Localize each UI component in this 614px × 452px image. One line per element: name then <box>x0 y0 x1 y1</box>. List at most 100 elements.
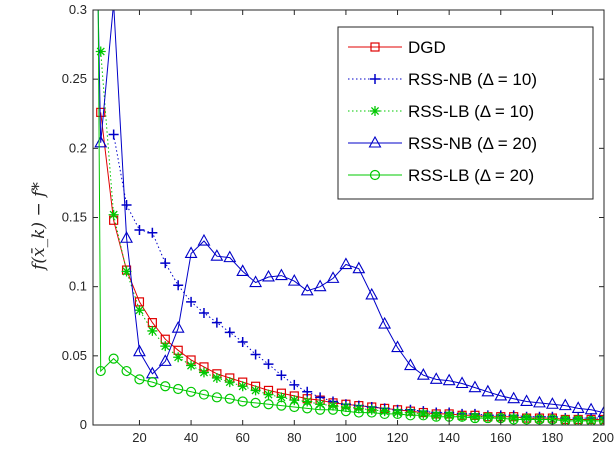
data-point <box>418 408 429 419</box>
data-point <box>173 280 184 291</box>
y-axis-label: f(x̄_k) − f* <box>29 182 49 272</box>
data-point <box>108 209 119 220</box>
data-point <box>211 392 222 403</box>
data-point <box>237 396 248 407</box>
data-point <box>573 414 584 425</box>
data-point <box>405 407 416 418</box>
data-point <box>379 408 390 420</box>
data-point <box>171 321 185 333</box>
data-point <box>134 374 145 385</box>
data-point <box>249 275 263 288</box>
data-point <box>108 0 119 7</box>
data-point <box>223 250 237 263</box>
data-point <box>224 393 235 404</box>
legend-box <box>337 26 594 200</box>
x-tick-label: 60 <box>235 430 249 445</box>
y-tick-label: 0.2 <box>69 140 87 155</box>
data-point <box>95 365 106 377</box>
data-point <box>315 399 326 410</box>
data-point <box>250 397 261 408</box>
data-point <box>236 264 250 277</box>
series-line-4 <box>93 10 604 422</box>
data-point <box>134 224 145 235</box>
data-point <box>482 412 493 424</box>
data-point <box>507 391 521 404</box>
legend-item: RSS-NB (Δ = 10) <box>348 70 537 89</box>
legend-label: DGD <box>408 38 446 57</box>
x-tick-label: 120 <box>387 430 409 445</box>
data-point <box>482 411 493 422</box>
data-point <box>302 403 313 414</box>
data-point <box>210 249 224 261</box>
x-tick-label: 40 <box>184 430 198 445</box>
data-point <box>339 257 353 270</box>
data-point <box>147 227 158 238</box>
data-point <box>198 367 209 378</box>
data-point <box>598 415 604 425</box>
data-point <box>147 377 158 388</box>
data-point <box>289 401 300 413</box>
data-point <box>366 407 377 418</box>
legend-marker <box>370 106 380 116</box>
x-tick-label: 160 <box>490 430 512 445</box>
data-point <box>560 415 571 425</box>
data-point <box>521 414 532 425</box>
y-tick-label: 0.3 <box>69 2 87 17</box>
data-point <box>184 246 198 259</box>
data-point <box>237 381 248 392</box>
data-point <box>108 353 119 364</box>
data-point <box>173 383 184 395</box>
data-point <box>533 395 546 408</box>
data-point <box>534 414 545 425</box>
data-point <box>315 404 326 415</box>
data-point <box>263 389 274 400</box>
data-point <box>211 372 222 383</box>
data-point <box>121 200 132 211</box>
data-point <box>108 129 119 140</box>
data-point <box>573 415 584 425</box>
data-point <box>302 396 313 407</box>
data-point <box>95 46 106 57</box>
data-point <box>494 388 508 401</box>
data-point <box>302 386 313 397</box>
data-point <box>520 394 534 407</box>
x-tick-label: 140 <box>438 430 460 445</box>
data-point <box>289 395 300 406</box>
data-point <box>289 379 300 390</box>
legend-item: DGD <box>348 38 446 57</box>
data-point <box>198 389 210 400</box>
data-point <box>262 269 275 282</box>
legend-item: RSS-LB (Δ = 20) <box>348 166 534 185</box>
x-tick-label: 100 <box>335 430 357 445</box>
data-point <box>313 279 327 292</box>
data-point <box>326 271 340 283</box>
data-point <box>352 261 366 274</box>
data-point <box>186 296 197 307</box>
legend-label: RSS-NB (Δ = 10) <box>408 70 537 89</box>
data-point <box>94 135 108 148</box>
x-tick-label: 80 <box>287 430 301 445</box>
legend-label: RSS-NB (Δ = 20) <box>408 134 537 153</box>
data-point <box>468 380 482 393</box>
data-point <box>327 404 339 415</box>
x-tick-label: 180 <box>542 430 564 445</box>
data-point <box>444 410 455 421</box>
data-point <box>585 415 597 425</box>
data-point <box>274 268 288 281</box>
data-point <box>224 327 235 338</box>
data-point <box>276 370 287 381</box>
data-point <box>521 413 532 424</box>
data-point <box>416 368 430 380</box>
y-tick-label: 0.1 <box>69 279 87 294</box>
data-point <box>237 337 248 347</box>
data-point <box>366 404 377 415</box>
data-point <box>545 397 559 409</box>
data-point <box>429 372 443 384</box>
data-point <box>276 392 287 403</box>
data-point <box>160 258 171 269</box>
data-point <box>121 365 132 377</box>
y-tick-label: 0 <box>80 417 87 432</box>
legend-label: RSS-LB (Δ = 10) <box>408 102 534 121</box>
x-tick-label: 20 <box>132 430 146 445</box>
